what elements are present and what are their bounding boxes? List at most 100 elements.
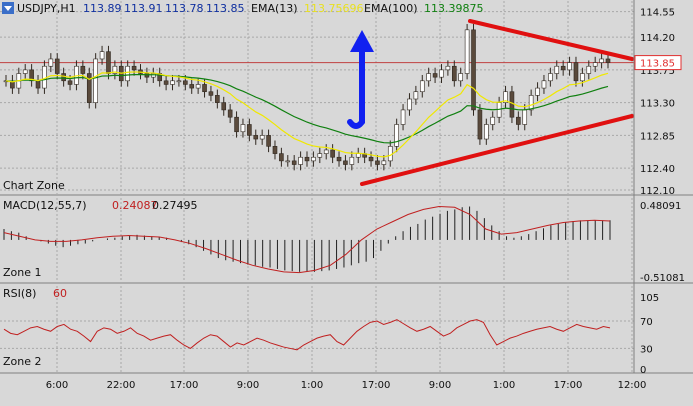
candle-body[interactable] — [195, 84, 201, 89]
candle-body[interactable] — [477, 109, 483, 140]
candle-body[interactable] — [605, 58, 611, 63]
candle-body[interactable] — [253, 135, 259, 140]
candle-body[interactable] — [381, 160, 387, 165]
candle-body[interactable] — [580, 73, 585, 82]
candle-body[interactable] — [528, 95, 534, 111]
candle-body[interactable] — [208, 91, 214, 96]
candle-body[interactable] — [458, 73, 464, 82]
candle-body[interactable] — [432, 73, 438, 78]
candle-body[interactable] — [599, 58, 604, 63]
candle-body[interactable] — [394, 124, 399, 147]
candle-body[interactable] — [567, 62, 572, 71]
candle-body[interactable] — [163, 80, 169, 85]
candle-body[interactable] — [189, 84, 195, 89]
candle-body[interactable] — [183, 80, 188, 85]
candle-body[interactable] — [170, 80, 175, 85]
candle-body[interactable] — [592, 62, 598, 67]
rsi-panel[interactable] — [3, 319, 611, 351]
candle-body[interactable] — [227, 109, 233, 118]
macd-panel[interactable] — [3, 206, 611, 274]
candle-body[interactable] — [61, 73, 66, 82]
candle-body[interactable] — [330, 149, 335, 158]
candle-body[interactable] — [471, 29, 476, 111]
candle-body[interactable] — [298, 156, 303, 165]
candle-body[interactable] — [279, 153, 284, 162]
candle-body[interactable] — [413, 91, 419, 100]
candle-body[interactable] — [336, 156, 342, 162]
price-tick-label: 112.10 — [640, 186, 675, 197]
candle-body[interactable] — [535, 87, 540, 96]
candle-body[interactable] — [304, 156, 310, 162]
candle-body[interactable] — [311, 156, 316, 162]
price-tick-label: 112.85 — [640, 131, 675, 142]
candle-body[interactable] — [215, 95, 220, 103]
candle-body[interactable] — [400, 109, 406, 125]
candle-body[interactable] — [343, 160, 348, 165]
candle-body[interactable] — [54, 58, 60, 74]
candle-body[interactable] — [106, 51, 111, 74]
candle-body[interactable] — [503, 91, 508, 103]
candle-body[interactable] — [445, 65, 451, 71]
lower-trendline[interactable] — [360, 114, 634, 186]
candle-body[interactable] — [426, 73, 431, 82]
candle-body[interactable] — [464, 29, 470, 74]
candle-body[interactable] — [407, 98, 412, 111]
candle-body[interactable] — [86, 73, 92, 103]
candle-body[interactable] — [285, 160, 291, 163]
candle-body[interactable] — [355, 153, 361, 158]
candle-body[interactable] — [29, 69, 34, 82]
candle-body[interactable] — [266, 135, 271, 147]
candle-body[interactable] — [439, 69, 444, 78]
candle-body[interactable] — [125, 65, 130, 82]
candle-body[interactable] — [131, 65, 137, 71]
candle-body[interactable] — [247, 124, 252, 136]
candle-body[interactable] — [560, 65, 566, 71]
candle-body[interactable] — [42, 65, 47, 89]
candle-body[interactable] — [387, 146, 393, 162]
candle-body[interactable] — [240, 124, 246, 133]
candle-body[interactable] — [509, 91, 515, 118]
candle-body[interactable] — [554, 65, 560, 74]
candle-body[interactable] — [112, 65, 118, 74]
candle-body[interactable] — [375, 160, 380, 165]
candle-body[interactable] — [349, 156, 355, 165]
price-panel[interactable] — [0, 19, 634, 186]
candle-body[interactable] — [522, 109, 528, 125]
candle-body[interactable] — [317, 153, 323, 158]
candle-body[interactable] — [548, 73, 553, 82]
candle-body[interactable] — [490, 116, 496, 125]
candle-body[interactable] — [586, 65, 592, 74]
candle-body[interactable] — [202, 84, 207, 93]
candle-body[interactable] — [176, 80, 182, 83]
upper-trendline[interactable] — [468, 19, 634, 61]
candle-body[interactable] — [234, 116, 239, 133]
zone1-label: Zone 1 — [3, 266, 42, 279]
candle-body[interactable] — [573, 62, 579, 82]
candle-body[interactable] — [516, 116, 521, 125]
ema13-value: 113.75696 — [304, 2, 364, 15]
candle-body[interactable] — [259, 135, 265, 140]
up-arrow-annotation[interactable] — [347, 47, 365, 129]
candle-body[interactable] — [99, 51, 105, 60]
candle-body[interactable] — [67, 80, 73, 85]
candle-body[interactable] — [484, 124, 489, 140]
candle-body[interactable] — [541, 80, 547, 89]
candle-body[interactable] — [80, 65, 86, 74]
time-tick-label: 1:00 — [493, 380, 515, 391]
candle-body[interactable] — [419, 80, 425, 93]
candle-body[interactable] — [48, 58, 54, 67]
price-tick-label: 113.30 — [640, 99, 675, 110]
macd-signal-line — [3, 206, 611, 274]
close-value: 113.85 — [206, 2, 245, 15]
candle-body[interactable] — [368, 156, 374, 162]
candle-body[interactable] — [272, 146, 278, 154]
candle-body[interactable] — [22, 69, 28, 74]
candle-body[interactable] — [291, 160, 297, 165]
candle-body[interactable] — [221, 102, 227, 111]
candle-body[interactable] — [93, 58, 98, 103]
candle-body[interactable] — [451, 65, 457, 82]
candle-body[interactable] — [35, 80, 41, 89]
candle-body[interactable] — [323, 149, 329, 154]
